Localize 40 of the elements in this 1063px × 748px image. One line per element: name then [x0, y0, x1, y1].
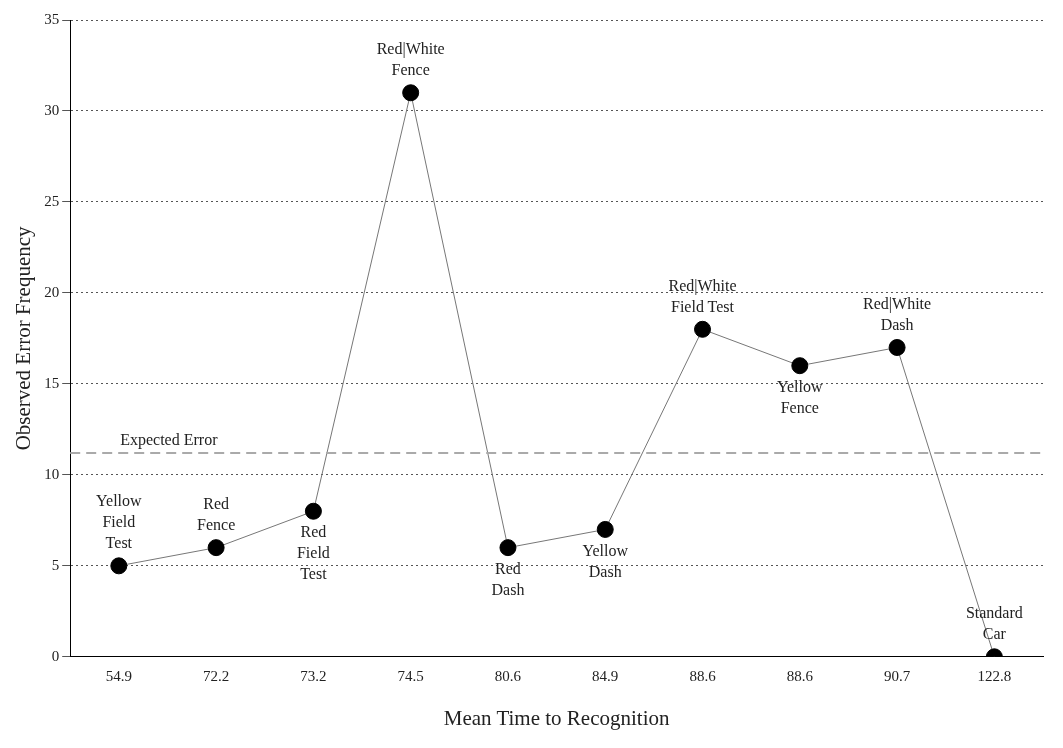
x-tick-label: 80.6 — [494, 667, 522, 684]
data-label: Yellow Fence — [777, 377, 823, 416]
y-tick-label: 15 — [44, 374, 60, 391]
y-axis-title: Observed Error Frequency — [11, 225, 36, 451]
data-label: Red|White Field Test — [668, 276, 737, 315]
y-tick-label: 20 — [44, 283, 60, 300]
point — [596, 520, 614, 538]
y-tick-label: 30 — [44, 101, 60, 118]
data-label: Standard Car — [965, 604, 1023, 642]
data-label: Yellow Field Test — [96, 492, 143, 552]
point — [499, 539, 517, 557]
point — [888, 339, 906, 356]
y-tick-label: 25 — [44, 192, 60, 209]
point — [207, 539, 225, 557]
x-tick-label: 54.9 — [105, 667, 132, 684]
x-tick-label: 73.2 — [300, 667, 327, 684]
point — [402, 84, 420, 102]
x-tick-label: 90.7 — [883, 667, 911, 684]
x-axis-title: Mean Time to Recognition — [443, 705, 670, 730]
data-label: Red|White Fence — [376, 39, 445, 78]
x-tick-label: 72.2 — [202, 667, 230, 684]
point — [304, 502, 322, 520]
point — [110, 557, 128, 575]
y-tick-label: 10 — [44, 465, 60, 482]
data-label: Yellow Dash — [582, 541, 629, 580]
ref-line-label: Expected Error — [120, 431, 219, 450]
y-tick-label: 5 — [51, 556, 60, 573]
data-label: Red|White Dash — [863, 294, 932, 333]
point — [694, 320, 712, 338]
x-tick-label: 88.6 — [786, 667, 814, 684]
y-tick-label: 35 — [44, 10, 60, 27]
x-tick-label: 74.5 — [397, 667, 424, 684]
x-tick-label: 88.6 — [689, 667, 717, 684]
data-label: Red Dash — [491, 559, 525, 598]
y-tick-label: 0 — [51, 647, 60, 664]
x-tick-label: 122.8 — [977, 667, 1012, 684]
data-label: Red Fence — [197, 494, 236, 533]
x-tick-label: 84.9 — [592, 667, 619, 684]
data-label: Red Field Test — [296, 523, 330, 583]
point — [791, 357, 809, 375]
